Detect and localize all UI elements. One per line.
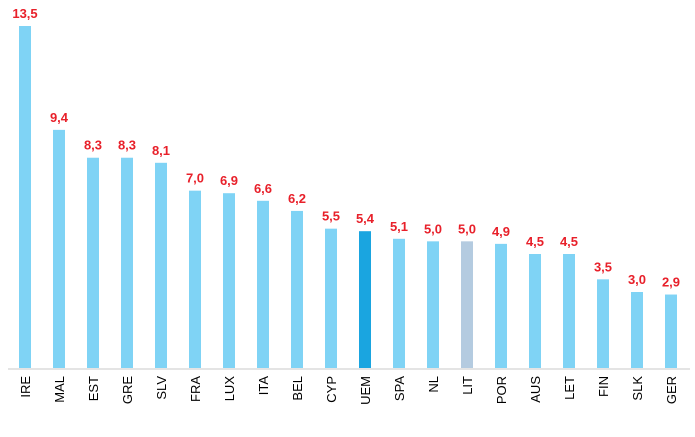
bar-mal [53,129,65,368]
value-label-nl: 5,0 [424,221,442,236]
value-label-mal: 9,4 [50,110,69,125]
value-label-fin: 3,5 [594,259,612,274]
bar-fin [597,279,609,368]
bar-gre [121,157,133,368]
value-labels-group: 13,5 9,4 8,3 8,3 8,1 7,0 6,9 6,6 6,2 5,5 5,4 5,1 5,0… [12,6,680,290]
category-label-nl: NL [426,376,441,393]
bar-ger [665,294,677,368]
category-label-bel: BEL [290,376,305,401]
value-label-slv: 8,1 [152,143,170,158]
bar-por [495,243,507,368]
value-label-ger: 2,9 [662,275,680,290]
category-label-est: EST [86,376,101,401]
bar-spa [393,238,405,368]
category-label-por: POR [494,376,509,404]
value-label-ire: 13,5 [12,6,37,21]
bar-bel [291,210,303,368]
bar-nl [427,241,439,368]
bar-slv [155,162,167,368]
bar-slk [631,292,643,368]
category-label-fra: FRA [188,376,203,402]
category-label-gre: GRE [120,376,135,405]
category-label-lux: LUX [222,376,237,402]
bar-fra [189,190,201,368]
value-label-aus: 4,5 [526,234,544,249]
value-label-est: 8,3 [84,138,102,153]
value-label-slk: 3,0 [628,272,646,287]
value-label-gre: 8,3 [118,138,136,153]
bar-est [87,157,99,368]
category-label-ger: GER [664,376,679,404]
value-label-lux: 6,9 [220,173,238,188]
value-label-spa: 5,1 [390,219,408,234]
bar-lux [223,193,235,368]
category-label-ire: IRE [18,376,33,398]
value-label-ita: 6,6 [254,181,272,196]
category-label-uem: UEM [358,376,373,405]
bar-uem [359,231,371,368]
bar-lit [461,241,473,368]
value-label-uem: 5,4 [356,211,375,226]
value-label-let: 4,5 [560,234,578,249]
value-label-por: 4,9 [492,224,510,239]
category-label-aus: AUS [528,376,543,403]
category-label-ita: ITA [256,376,271,396]
category-labels-group: IRE MAL EST GRE SLV FRA LUX ITA BEL CYP UEM SPA NL LI… [18,376,679,405]
category-label-lit: LIT [460,376,475,395]
value-label-fra: 7,0 [186,171,204,186]
category-label-let: LET [562,376,577,400]
category-label-spa: SPA [392,376,407,401]
bar-ire [19,26,31,368]
bar-ita [257,200,269,368]
bar-let [563,254,575,368]
category-label-fin: FIN [596,376,611,397]
value-label-lit: 5,0 [458,221,476,236]
category-label-slv: SLV [154,376,169,400]
category-label-slk: SLK [630,376,645,401]
category-label-mal: MAL [52,376,67,403]
bar-aus [529,254,541,368]
value-label-cyp: 5,5 [322,209,340,224]
value-label-bel: 6,2 [288,191,306,206]
bars-group [19,26,677,368]
category-label-cyp: CYP [324,376,339,403]
bar-cyp [325,228,337,368]
